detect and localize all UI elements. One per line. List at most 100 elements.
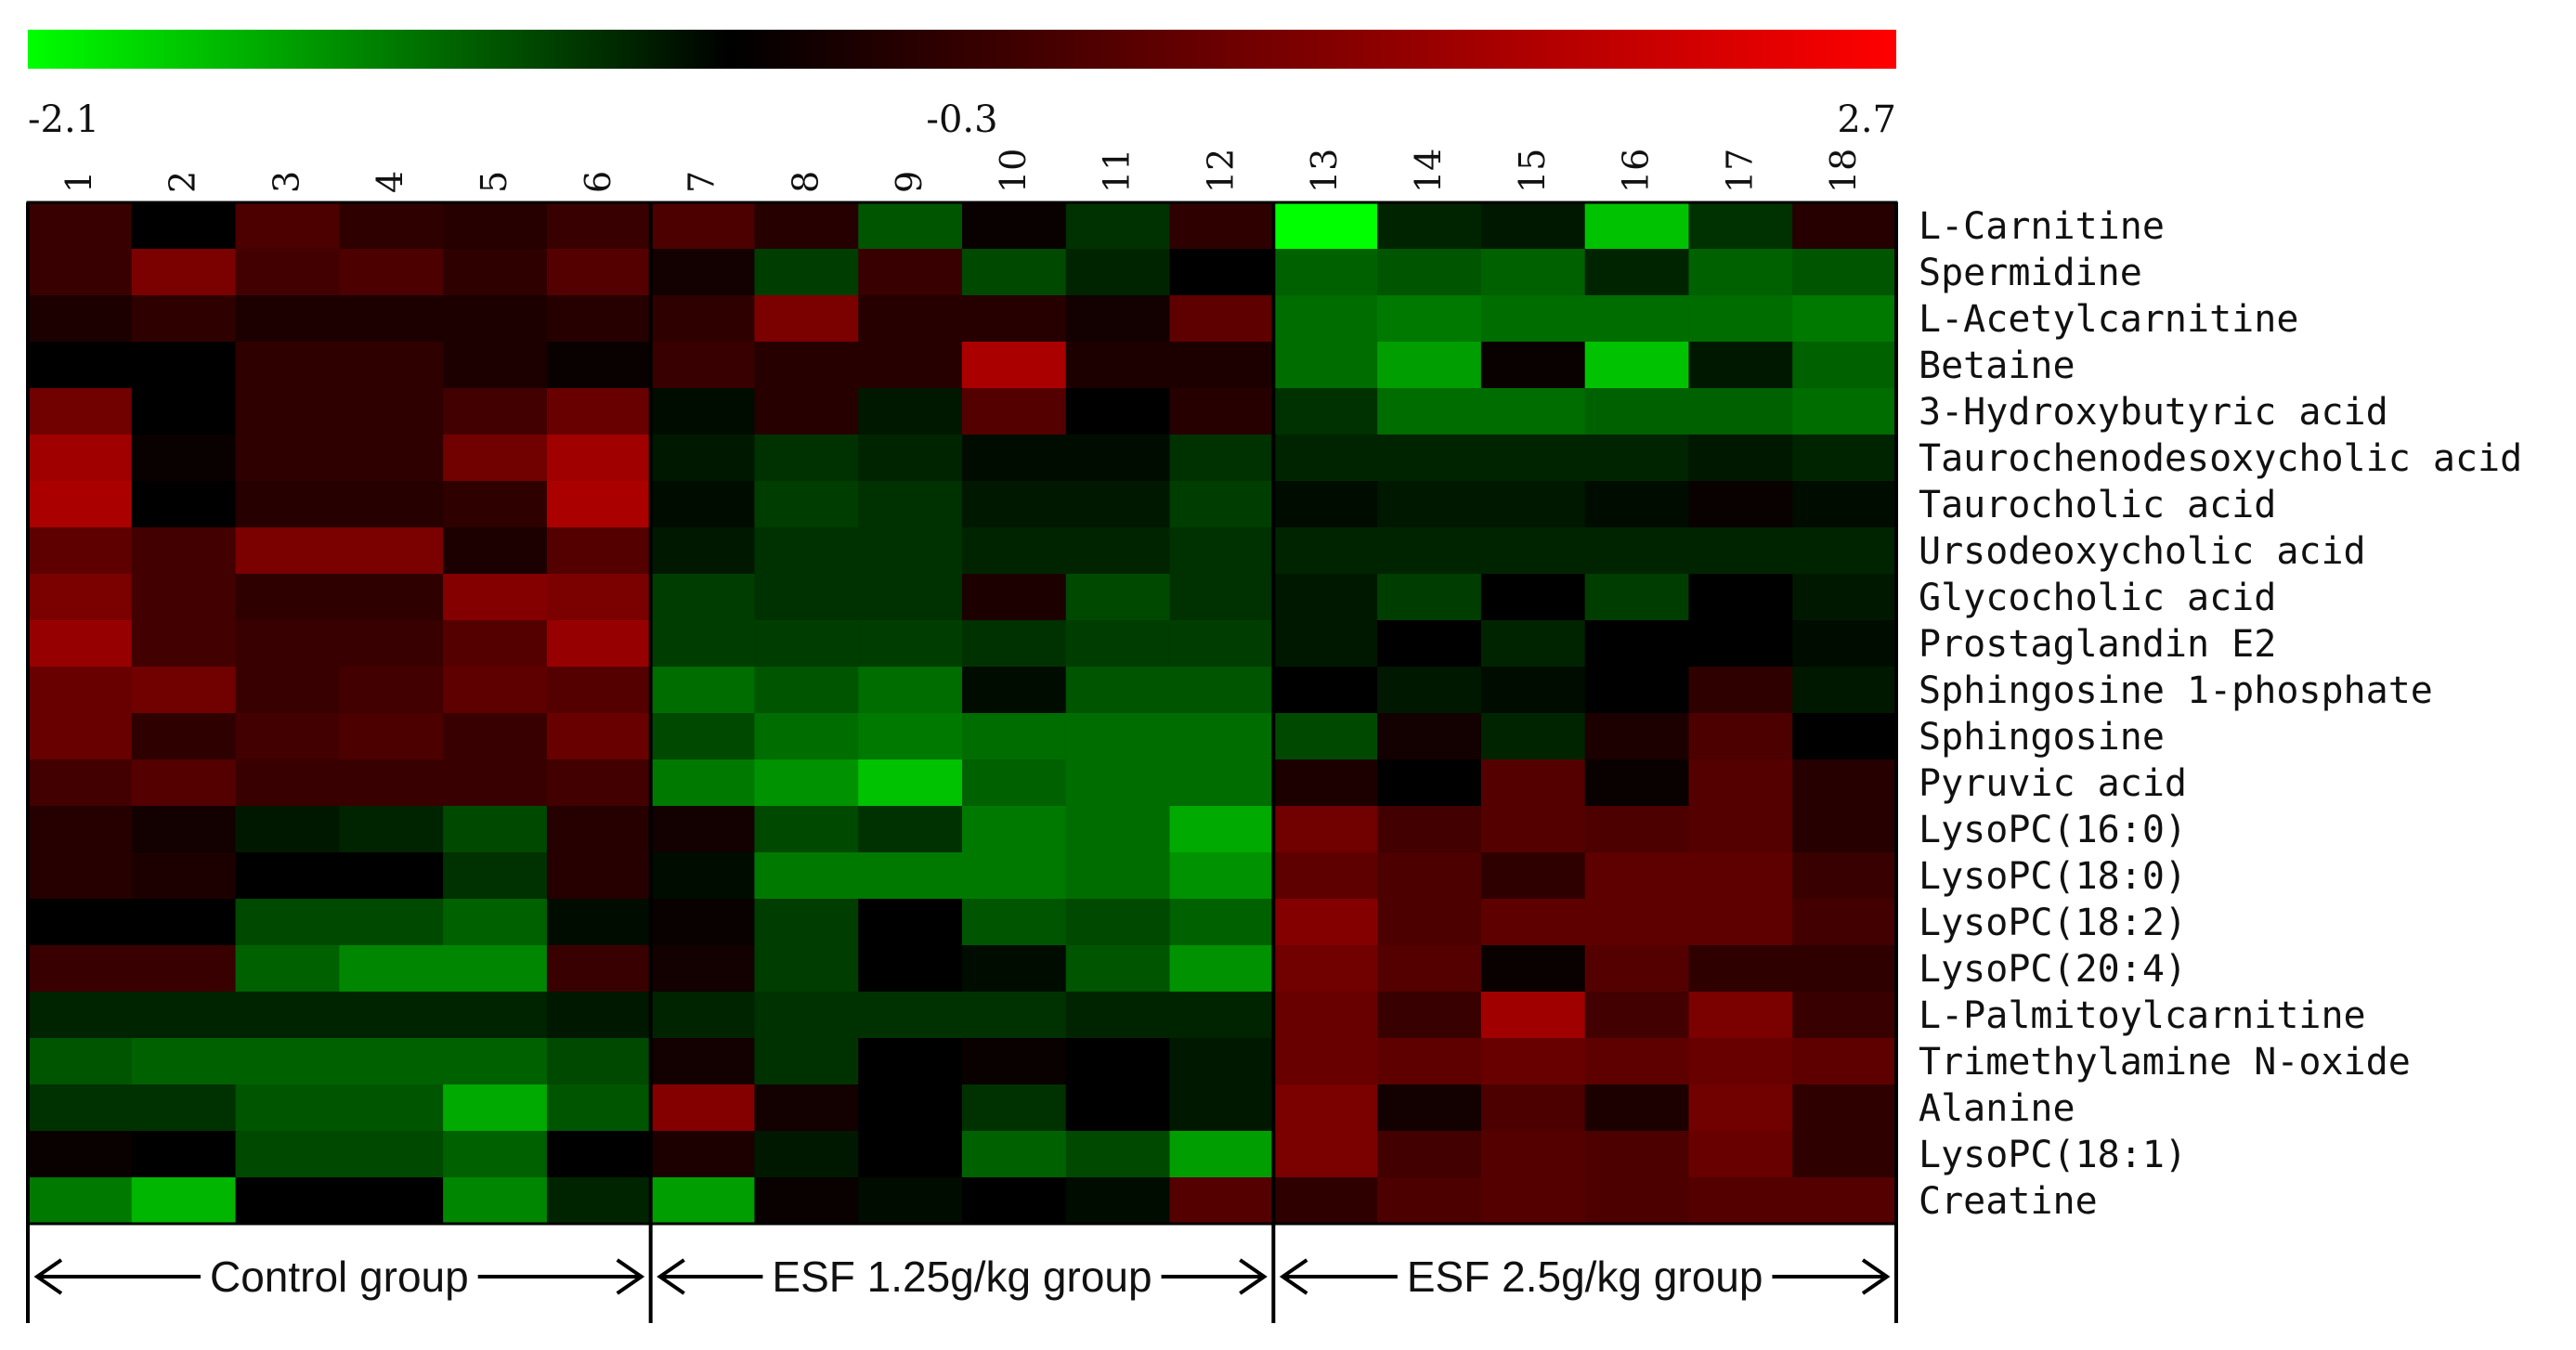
heatmap-cell: [962, 295, 1067, 343]
column-label: 18: [1823, 149, 1864, 193]
heatmap-cell: [1169, 1084, 1274, 1132]
heatmap-cell: [235, 852, 340, 900]
heatmap-cell: [235, 759, 340, 807]
heatmap-cell: [28, 992, 133, 1039]
heatmap-cell: [1273, 1131, 1378, 1178]
heatmap-cell: [1688, 388, 1793, 435]
heatmap-cell: [1584, 527, 1690, 575]
heatmap-cell: [339, 1084, 444, 1132]
heatmap-cell: [1169, 806, 1274, 853]
heatmap-cell: [1169, 574, 1274, 621]
heatmap-cell: [235, 667, 340, 714]
heatmap-cell: [962, 249, 1067, 296]
heatmap-cell: [1792, 202, 1897, 250]
scale-label-max: 2.7: [1837, 98, 1896, 141]
heatmap-cell: [962, 806, 1067, 853]
heatmap-cell: [131, 852, 237, 900]
row-label: Glycocholic acid: [1919, 577, 2276, 619]
heatmap-cell: [131, 713, 237, 760]
heatmap-cell: [1273, 342, 1378, 389]
heatmap-cell: [754, 481, 859, 528]
heatmap-cell: [1688, 992, 1793, 1039]
heatmap-cell: [1792, 388, 1897, 435]
heatmap-cell: [1169, 899, 1274, 946]
heatmap-cell: [1688, 667, 1793, 714]
heatmap-cell: [443, 388, 548, 435]
heatmap-cell: [1688, 713, 1793, 760]
heatmap-cell: [858, 435, 963, 482]
heatmap-cell: [1273, 806, 1378, 853]
heatmap-cell: [339, 435, 444, 482]
heatmap-cell: [1273, 527, 1378, 575]
heatmap-cell: [1377, 667, 1482, 714]
group-label: ESF 2.5g/kg group: [1407, 1253, 1763, 1301]
heatmap-cell: [858, 481, 963, 528]
heatmap-cell: [1065, 667, 1171, 714]
heatmap-cell: [1480, 435, 1586, 482]
heatmap-cell: [1792, 249, 1897, 296]
heatmap-cell: [443, 667, 548, 714]
heatmap-cell: [443, 992, 548, 1039]
row-label: Betaine: [1919, 344, 2075, 387]
heatmap-cell: [235, 388, 340, 435]
row-label: LysoPC(18:0): [1919, 855, 2187, 898]
heatmap-cell: [339, 945, 444, 993]
heatmap-cell: [754, 1084, 859, 1132]
heatmap-cell: [443, 527, 548, 575]
heatmap-cell: [546, 388, 652, 435]
heatmap-cell: [650, 759, 756, 807]
heatmap-cell: [1169, 481, 1274, 528]
heatmap-cell: [1169, 342, 1274, 389]
heatmap-cell: [339, 852, 444, 900]
heatmap-cell: [1169, 295, 1274, 343]
heatmap-cell: [1273, 945, 1378, 993]
heatmap-cell: [1377, 713, 1482, 760]
heatmap-cell: [754, 852, 859, 900]
heatmap-cell: [1480, 806, 1586, 853]
heatmap-cell: [28, 435, 133, 482]
heatmap-cell: [962, 1084, 1067, 1132]
heatmap-cell: [1065, 620, 1171, 668]
heatmap-cell: [443, 249, 548, 296]
heatmap-cell: [1377, 527, 1482, 575]
row-label: L-Acetylcarnitine: [1919, 298, 2298, 341]
heatmap-cell: [1377, 574, 1482, 621]
heatmap-cell: [962, 759, 1067, 807]
heatmap-cell: [339, 992, 444, 1039]
heatmap-cell: [650, 481, 756, 528]
heatmap-cell: [754, 295, 859, 343]
heatmap-cell: [754, 202, 859, 250]
heatmap-cell: [650, 667, 756, 714]
heatmap-cell: [962, 1038, 1067, 1085]
heatmap-cell: [962, 1177, 1067, 1225]
row-label: L-Carnitine: [1919, 205, 2165, 248]
heatmap-cell: [1377, 759, 1482, 807]
heatmap-cell: [858, 527, 963, 575]
heatmap-cell: [235, 620, 340, 668]
heatmap-cell: [28, 1177, 133, 1225]
heatmap-cell: [131, 806, 237, 853]
heatmap-cell: [650, 992, 756, 1039]
heatmap-cell: [131, 574, 237, 621]
row-label: 3-Hydroxybutyric acid: [1919, 391, 2388, 434]
heatmap-cell: [1273, 1084, 1378, 1132]
heatmap-cell: [1065, 713, 1171, 760]
heatmap-cell: [443, 295, 548, 343]
heatmap-cell: [1273, 759, 1378, 807]
heatmap-cell: [131, 388, 237, 435]
column-labels: 1 2 3 4 5 6 7 8 9 10 11 12 13 14 15 16 17 18: [59, 149, 1864, 193]
heatmap-cell: [650, 202, 756, 250]
heatmap-cell: [546, 667, 652, 714]
heatmap-cell: [1065, 1177, 1171, 1225]
column-label: 10: [993, 149, 1034, 193]
heatmap-cell: [235, 1038, 340, 1085]
heatmap-cell: [1169, 992, 1274, 1039]
heatmap-cell: [1273, 852, 1378, 900]
column-label: 1: [59, 171, 99, 193]
heatmap-cell: [1169, 945, 1274, 993]
heatmap-cell: [1584, 1084, 1690, 1132]
heatmap-cell: [1273, 620, 1378, 668]
column-label: 11: [1097, 149, 1138, 193]
heatmap-cell: [443, 1084, 548, 1132]
heatmap-cell: [1377, 945, 1482, 993]
